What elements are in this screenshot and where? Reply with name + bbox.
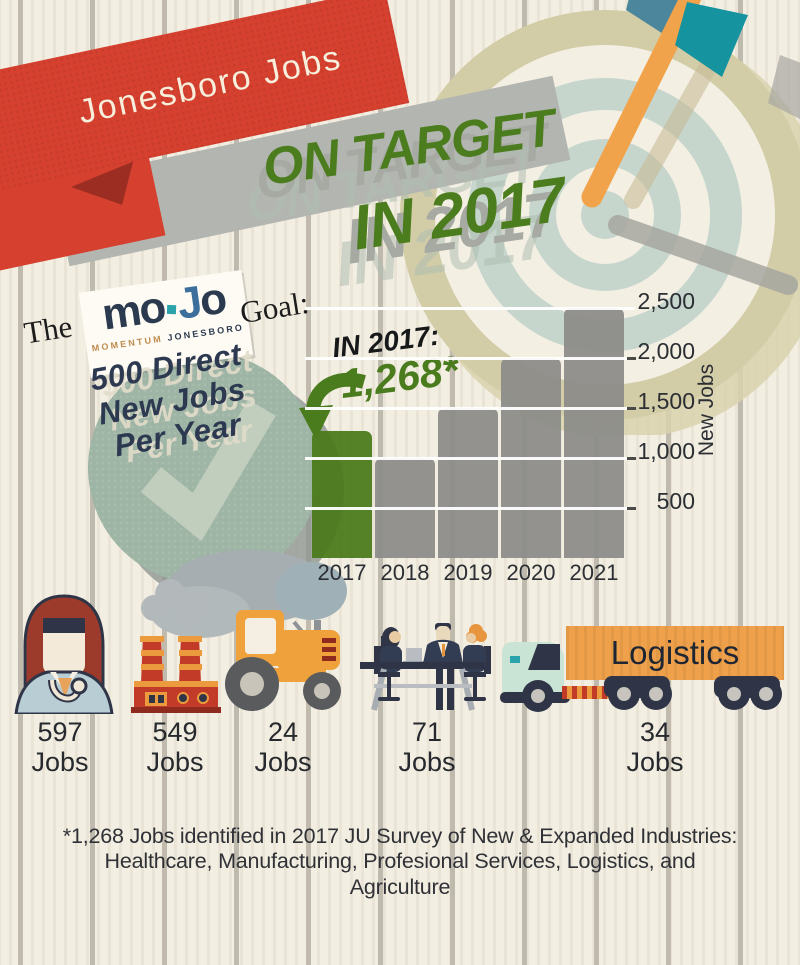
goal-prefix: The bbox=[21, 308, 75, 351]
checkmark-icon bbox=[140, 399, 276, 542]
bar-2017 bbox=[312, 431, 372, 558]
bar-2021 bbox=[564, 308, 624, 558]
x-tick-label: 2019 bbox=[443, 560, 493, 585]
arrow-down-icon bbox=[299, 372, 366, 440]
truck-windshield bbox=[528, 644, 560, 670]
y-tick-label: 2,000 bbox=[637, 338, 695, 364]
truck-wheel bbox=[750, 678, 782, 710]
trailer-label: Logistics bbox=[610, 634, 740, 671]
y-tick bbox=[627, 507, 636, 510]
truck-wheel bbox=[522, 680, 554, 712]
gridline-500 bbox=[305, 507, 635, 510]
truck-vent bbox=[510, 656, 520, 663]
gridline-1500 bbox=[305, 407, 635, 410]
footnote-line: Agriculture bbox=[349, 874, 451, 899]
logistics-truck-icon: Logistics bbox=[500, 624, 792, 712]
factory-icon bbox=[131, 579, 221, 713]
bar-2019 bbox=[438, 408, 498, 558]
truck-wheel bbox=[640, 678, 672, 710]
gridline-2000 bbox=[305, 357, 635, 360]
footnote-line: Healthcare, Manufacturing, Profesional S… bbox=[104, 849, 696, 874]
mojo-dot-icon bbox=[167, 304, 177, 315]
dart-icon bbox=[581, 0, 748, 208]
tractor-icon bbox=[225, 610, 341, 711]
job-count-healthcare: 597 Jobs bbox=[31, 717, 89, 777]
gridline-2500 bbox=[305, 307, 635, 310]
y-tick-label: 500 bbox=[656, 488, 695, 514]
y-tick-label: 1,500 bbox=[637, 388, 695, 414]
truck-wheel bbox=[608, 678, 640, 710]
job-count-services: 71 Jobs bbox=[398, 717, 456, 777]
truck-wheel bbox=[718, 678, 750, 710]
goal-suffix: Goal: bbox=[237, 284, 312, 331]
job-count-logistics: 34 Jobs bbox=[626, 717, 684, 777]
smoke-cloud bbox=[275, 562, 347, 620]
check-circle bbox=[88, 352, 320, 584]
footnote: *1,268 Jobs identified in 2017 JU Survey… bbox=[10, 824, 790, 900]
truck-coupler bbox=[562, 686, 610, 699]
y-tick-label: 2,500 bbox=[637, 288, 695, 314]
business-meeting-icon bbox=[360, 623, 491, 711]
x-tick-label: 2021 bbox=[569, 560, 619, 585]
y-tick bbox=[627, 407, 636, 410]
y-tick bbox=[627, 457, 636, 460]
truck-trailer: Logistics bbox=[566, 626, 784, 680]
x-tick-label: 2018 bbox=[380, 560, 430, 585]
y-tick bbox=[627, 357, 636, 360]
gridline-1000 bbox=[305, 457, 635, 460]
y-tick-label: 1,000 bbox=[637, 438, 695, 464]
healthcare-worker-icon bbox=[14, 594, 114, 714]
footnote-line: *1,268 Jobs identified in 2017 JU Survey… bbox=[62, 824, 738, 848]
x-tick-label: 2020 bbox=[506, 560, 556, 585]
x-tick-label: 2017 bbox=[317, 560, 367, 585]
y-axis-title: New Jobs bbox=[695, 363, 718, 457]
job-count-agriculture: 24 Jobs bbox=[254, 717, 312, 777]
job-count-manufacturing: 549 Jobs bbox=[146, 717, 204, 777]
